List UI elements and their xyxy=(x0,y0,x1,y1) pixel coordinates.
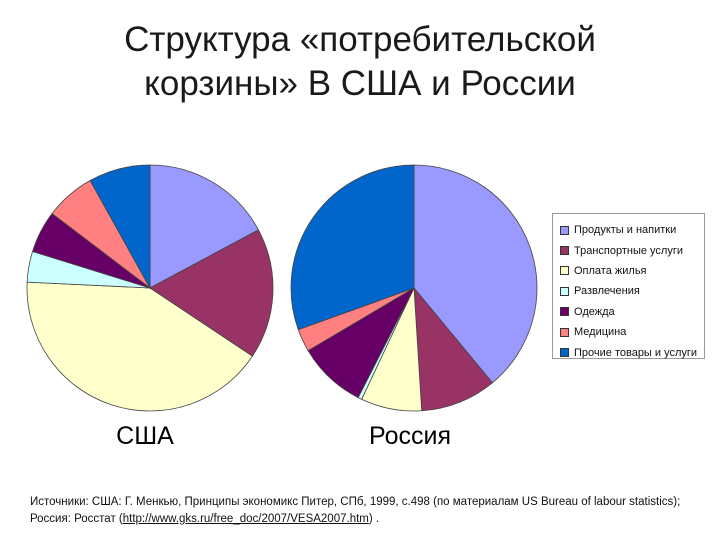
source-link[interactable]: http://www.gks.ru/free_doc/2007/VESA2007… xyxy=(122,513,369,525)
legend-swatch xyxy=(560,225,569,235)
pie-slice-usa xyxy=(149,229,274,357)
legend-swatch xyxy=(560,286,569,296)
legend-swatch xyxy=(560,246,569,256)
source-suffix: ) . xyxy=(368,513,380,525)
pie-label-usa: США xyxy=(116,422,174,450)
legend-item: Продукты и напитки xyxy=(560,220,704,240)
pie-slice-russia xyxy=(413,164,538,384)
legend-label: Транспортные услуги xyxy=(574,244,684,257)
pie-slice-russia xyxy=(290,164,415,331)
legend-label: Прочие товары и услуги xyxy=(574,346,698,359)
pie-slice-russia xyxy=(413,286,493,412)
legend-item: Одежда xyxy=(560,302,704,322)
legend-swatch xyxy=(560,266,569,276)
legend-swatch xyxy=(560,348,569,358)
pie-slice-usa xyxy=(26,281,253,412)
legend-label: Одежда xyxy=(574,305,615,318)
pie-chart-usa xyxy=(26,164,274,412)
page-title: Структура «потребительской корзины» В СШ… xyxy=(0,18,720,106)
title-line-2: корзины» В США и России xyxy=(144,64,576,103)
legend-label: Медицина xyxy=(574,326,627,339)
pie-slice-usa xyxy=(149,164,259,289)
legend-item: Оплата жилья xyxy=(560,261,704,281)
pie-chart-russia xyxy=(290,164,538,412)
pie-label-russia: Россия xyxy=(369,422,451,450)
source-text: Источники: США: Г. Менкью, Принципы экон… xyxy=(30,496,681,525)
legend-item: Транспортные услуги xyxy=(560,240,704,260)
legend: Продукты и напитки Транспортные услуги Опл… xyxy=(552,213,705,359)
legend-item: Медицина xyxy=(560,322,704,342)
legend-label: Продукты и напитки xyxy=(574,224,677,237)
pie-slice-usa xyxy=(89,164,151,290)
legend-item: Прочие товары и услуги xyxy=(560,342,704,362)
legend-swatch xyxy=(560,307,569,317)
source-note: Источники: США: Г. Менкью, Принципы экон… xyxy=(30,494,698,528)
legend-label: Оплата жилья xyxy=(574,264,647,277)
legend-swatch xyxy=(560,327,569,337)
legend-label: Развлечения xyxy=(574,285,640,298)
title-line-1: Структура «потребительской xyxy=(124,20,596,59)
legend-item: Развлечения xyxy=(560,281,704,301)
